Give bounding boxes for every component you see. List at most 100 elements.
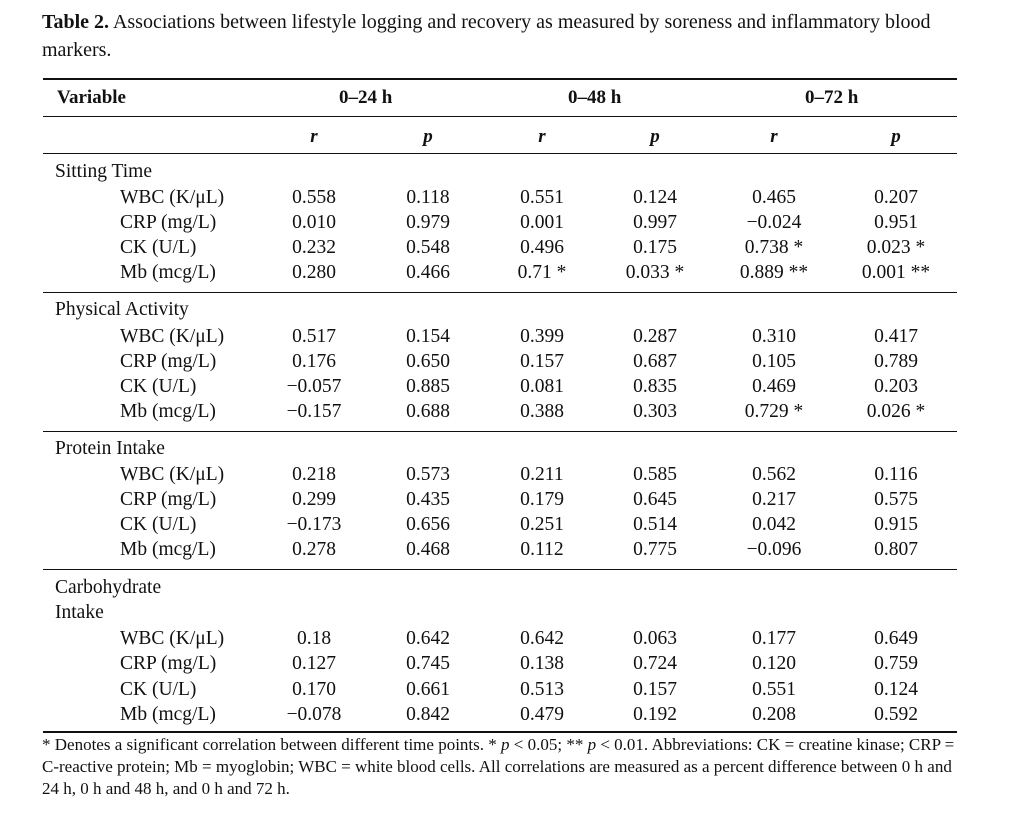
table-row: Mb (mcg/L) −0.078 0.842 0.479 0.192 0.20… xyxy=(0,702,1024,727)
group-rule xyxy=(43,431,957,432)
table-label: Table 2. xyxy=(42,11,110,33)
row-label: CK (U/L) xyxy=(120,376,197,397)
group-rule xyxy=(43,569,957,570)
cell: 0.124 xyxy=(633,187,677,208)
cell: 0.435 xyxy=(406,489,450,510)
cell: 0.688 xyxy=(406,401,450,422)
cell: 0.218 xyxy=(292,464,336,485)
table-row: CK (U/L) −0.173 0.656 0.251 0.514 0.042 … xyxy=(0,512,1024,537)
table-row: Mb (mcg/L) −0.157 0.688 0.388 0.303 0.72… xyxy=(0,399,1024,424)
header-period-24h: 0–24 h xyxy=(339,87,393,108)
group-carbohydrate-intake-line1: Carbohydrate xyxy=(55,577,162,598)
cell: 0.310 xyxy=(752,326,796,347)
cell: 0.203 xyxy=(874,376,918,397)
cell: −0.173 xyxy=(286,514,342,535)
cell: 0.551 xyxy=(752,679,796,700)
sub-r-48: r xyxy=(538,126,546,147)
row-label: CRP (mg/L) xyxy=(120,212,217,233)
cell: 0.001 ** xyxy=(861,262,931,283)
table-row: CK (U/L) 0.170 0.661 0.513 0.157 0.551 0… xyxy=(0,677,1024,702)
cell: 0.514 xyxy=(633,514,677,535)
row-label: CK (U/L) xyxy=(120,237,197,258)
row-label: WBC (K/μL) xyxy=(120,187,225,208)
cell: 0.112 xyxy=(520,539,564,560)
row-label: CK (U/L) xyxy=(120,514,197,535)
sub-p-24: p xyxy=(423,126,433,147)
row-label: WBC (K/μL) xyxy=(120,464,225,485)
cell: 0.063 xyxy=(633,628,677,649)
cell: 0.979 xyxy=(406,212,450,233)
header-period-72h: 0–72 h xyxy=(805,87,859,108)
cell: 0.278 xyxy=(292,539,336,560)
cell: 0.517 xyxy=(292,326,336,347)
row-label: Mb (mcg/L) xyxy=(120,539,216,560)
cell: 0.469 xyxy=(752,376,796,397)
sub-p-72: p xyxy=(891,126,901,147)
cell: 0.287 xyxy=(633,326,677,347)
row-label: Mb (mcg/L) xyxy=(120,262,216,283)
cell: 0.175 xyxy=(633,237,677,258)
cell: 0.558 xyxy=(292,187,336,208)
sub-p-48: p xyxy=(650,126,660,147)
table-row: Mb (mcg/L) 0.280 0.466 0.71 * 0.033 * 0.… xyxy=(0,260,1024,285)
cell: 0.299 xyxy=(292,489,336,510)
cell: 0.105 xyxy=(752,351,796,372)
bottom-rule xyxy=(43,731,957,733)
cell: 0.738 * xyxy=(744,237,804,258)
cell: 0.592 xyxy=(874,704,918,725)
table-row: WBC (K/μL) 0.18 0.642 0.642 0.063 0.177 … xyxy=(0,626,1024,651)
cell: 0.513 xyxy=(520,679,564,700)
table-row: Mb (mcg/L) 0.278 0.468 0.112 0.775 −0.09… xyxy=(0,537,1024,562)
cell: 0.650 xyxy=(406,351,450,372)
cell: 0.661 xyxy=(406,679,450,700)
cell: 0.789 xyxy=(874,351,918,372)
cell: 0.575 xyxy=(874,489,918,510)
row-label: Mb (mcg/L) xyxy=(120,704,216,725)
group-physical-activity: Physical Activity xyxy=(55,299,189,320)
footnote-part3: < 0.01. Abbreviations: CK = creatine kin… xyxy=(42,735,955,798)
cell: 0.217 xyxy=(752,489,796,510)
sub-r-24: r xyxy=(310,126,318,147)
cell: 0.388 xyxy=(520,401,564,422)
header-period-48h: 0–48 h xyxy=(568,87,622,108)
table-caption: Table 2. Associations between lifestyle … xyxy=(42,8,972,64)
cell: 0.207 xyxy=(874,187,918,208)
cell: 0.548 xyxy=(406,237,450,258)
cell: 0.951 xyxy=(874,212,918,233)
cell: 0.468 xyxy=(406,539,450,560)
cell: 0.399 xyxy=(520,326,564,347)
group-carbohydrate-intake-line2: Intake xyxy=(55,602,104,623)
cell: 0.573 xyxy=(406,464,450,485)
cell: 0.211 xyxy=(520,464,564,485)
cell: 0.177 xyxy=(752,628,796,649)
cell: 0.687 xyxy=(633,351,677,372)
cell: 0.915 xyxy=(874,514,918,535)
cell: −0.157 xyxy=(286,401,342,422)
table-row: WBC (K/μL) 0.558 0.118 0.551 0.124 0.465… xyxy=(0,185,1024,210)
table-caption-text: Associations between lifestyle logging a… xyxy=(42,11,931,61)
footnote-part1: * Denotes a significant correlation betw… xyxy=(42,735,497,754)
cell: 0.042 xyxy=(752,514,796,535)
cell: 0.842 xyxy=(406,704,450,725)
cell: 0.303 xyxy=(633,401,677,422)
cell: 0.023 * xyxy=(866,237,926,258)
cell: 0.585 xyxy=(633,464,677,485)
row-label: WBC (K/μL) xyxy=(120,326,225,347)
cell: −0.078 xyxy=(286,704,342,725)
header-rule xyxy=(43,116,957,117)
top-rule xyxy=(43,78,957,80)
cell: 0.649 xyxy=(874,628,918,649)
cell: 0.001 xyxy=(520,212,564,233)
cell: 0.724 xyxy=(633,653,677,674)
cell: 0.889 ** xyxy=(739,262,809,283)
row-label: Mb (mcg/L) xyxy=(120,401,216,422)
cell: 0.479 xyxy=(520,704,564,725)
cell: 0.154 xyxy=(406,326,450,347)
cell: 0.192 xyxy=(633,704,677,725)
cell: 0.081 xyxy=(520,376,564,397)
cell: 0.759 xyxy=(874,653,918,674)
cell: −0.024 xyxy=(746,212,802,233)
cell: 0.835 xyxy=(633,376,677,397)
table-row: CRP (mg/L) 0.010 0.979 0.001 0.997 −0.02… xyxy=(0,210,1024,235)
cell: 0.417 xyxy=(874,326,918,347)
